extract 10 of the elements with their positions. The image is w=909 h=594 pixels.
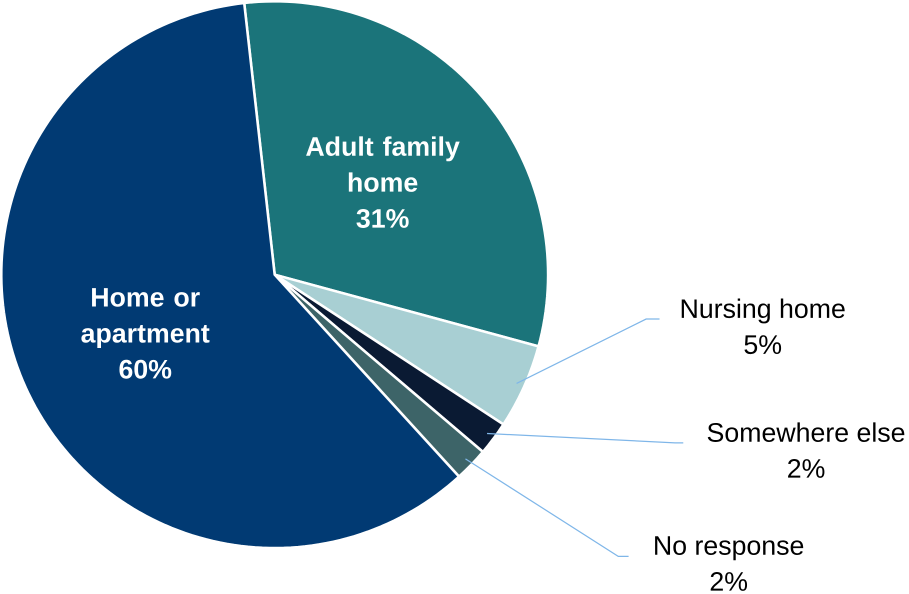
slice-label: Nursing home (682, 298, 845, 324)
data-label: 60% (119, 360, 172, 379)
slice-label: Somewhere else (708, 422, 904, 442)
slice-label: No response (655, 536, 804, 560)
slice-label: Adult family home (306, 136, 460, 192)
data-label: 5% (744, 335, 782, 354)
data-label: 31% (356, 208, 409, 228)
data-label: 2% (710, 572, 748, 591)
data-label: 2% (788, 458, 824, 478)
slice-label: Home or apartment (81, 288, 210, 348)
